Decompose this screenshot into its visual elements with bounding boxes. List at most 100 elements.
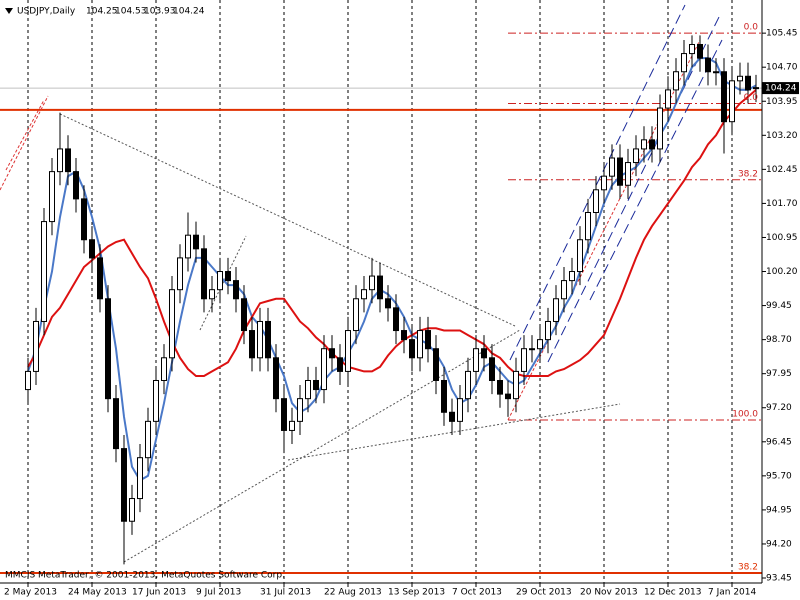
candle-body [585,211,591,241]
y-tick-label: 103.95 [766,97,798,107]
fibo-label: 0.0 [744,93,759,103]
candle-body [425,330,431,350]
y-tick-label: 97.95 [766,369,792,379]
candle-body [41,221,47,322]
header-low: 103.93 [144,7,176,17]
y-tick-label: 103.20 [766,131,798,141]
candle-body [713,71,719,74]
candle-body [449,411,455,422]
candle-body [385,298,391,309]
candle-body [377,275,383,300]
candle-body [153,379,159,422]
trendline [287,403,621,461]
candle-body [329,348,335,359]
candle-body [537,339,543,350]
y-tick-label: 97.20 [766,403,792,413]
candle-body [89,239,95,259]
collapse-icon[interactable] [5,8,13,14]
candle-body [145,420,151,459]
trendline [0,95,49,191]
x-tick-label: 13 Sep 2013 [388,588,445,598]
y-tick-label: 95.70 [766,471,792,481]
header-open: 104.25 [86,7,118,17]
candle-body [201,248,207,300]
candle-body [617,157,623,186]
y-tick-label: 98.70 [766,335,792,345]
candle-body [633,148,639,164]
candle-body [665,89,671,109]
candle-body [313,379,319,391]
fibo-label: 38.2 [738,169,758,179]
y-tick-label: 100.95 [766,233,798,243]
candle-body [641,139,647,150]
y-tick-label: 96.45 [766,437,792,447]
candle-body [649,139,655,150]
candle-body [345,330,351,372]
y-tick-label: 94.20 [766,539,792,549]
fibo-label: 0.0 [744,23,759,33]
candle-body [465,370,471,400]
x-tick-label: 9 Jul 2013 [196,588,241,598]
candle-body [737,75,743,82]
candle-body [745,75,751,91]
candle-body [577,239,583,273]
x-tick-label: 17 Jun 2013 [132,588,186,598]
y-tick-label: 101.70 [766,199,798,209]
candle-body [193,234,199,250]
symbol: USDJPY,Daily [17,7,76,17]
candle-body [521,348,527,372]
candle-body [185,234,191,259]
candle-body [681,53,687,73]
trendline [123,329,521,563]
candle-body [593,189,599,213]
candle-body [217,271,223,291]
candle-body [705,57,711,73]
current-price-label: 104.24 [765,84,797,94]
candle-body [409,339,415,359]
candle-body [113,398,119,450]
x-tick-label: 12 Dec 2013 [644,588,702,598]
candle-body [497,379,503,395]
candle-body [241,298,247,332]
candle-body [273,357,279,400]
channel-line [589,39,723,301]
candle-body [249,330,255,359]
candle-body [65,148,71,173]
moving-average [27,57,757,482]
candle-body [97,257,103,300]
current-price-box [762,82,799,95]
candle-body [481,348,487,359]
y-tick-label: 102.45 [766,165,798,175]
x-tick-label: 22 Aug 2013 [324,588,382,598]
candle-body [457,398,463,422]
candle-body [369,275,375,291]
candle-body [441,379,447,413]
candle-body [569,271,575,282]
candle-body [513,370,519,400]
candle-body [305,379,311,400]
x-tick-label: 20 Nov 2013 [580,588,638,598]
x-tick-label: 2 May 2013 [4,588,57,598]
candle-body [657,107,663,150]
x-tick-label: 7 Oct 2013 [452,588,502,598]
candle-body [73,171,79,200]
candle-body [353,298,359,332]
y-tick-label: 99.45 [766,301,792,311]
candle-body [233,280,239,300]
header: USDJPY,Daily 104.25 104.53 103.93 104.24 [5,7,205,17]
candle-body [297,398,303,422]
y-tick-label: 94.95 [766,505,792,515]
y-tick-label: 100.20 [766,267,798,277]
x-tick-label: 31 Jul 2013 [260,588,311,598]
trendline [5,99,45,171]
candle-body [473,348,479,372]
y-tick-label: 105.45 [766,29,798,39]
candle-body [337,357,343,372]
header-high: 104.53 [115,7,147,17]
candle-body [673,71,679,91]
x-tick-label: 24 May 2013 [68,588,127,598]
candle-body [433,348,439,381]
candle-body [729,80,735,123]
